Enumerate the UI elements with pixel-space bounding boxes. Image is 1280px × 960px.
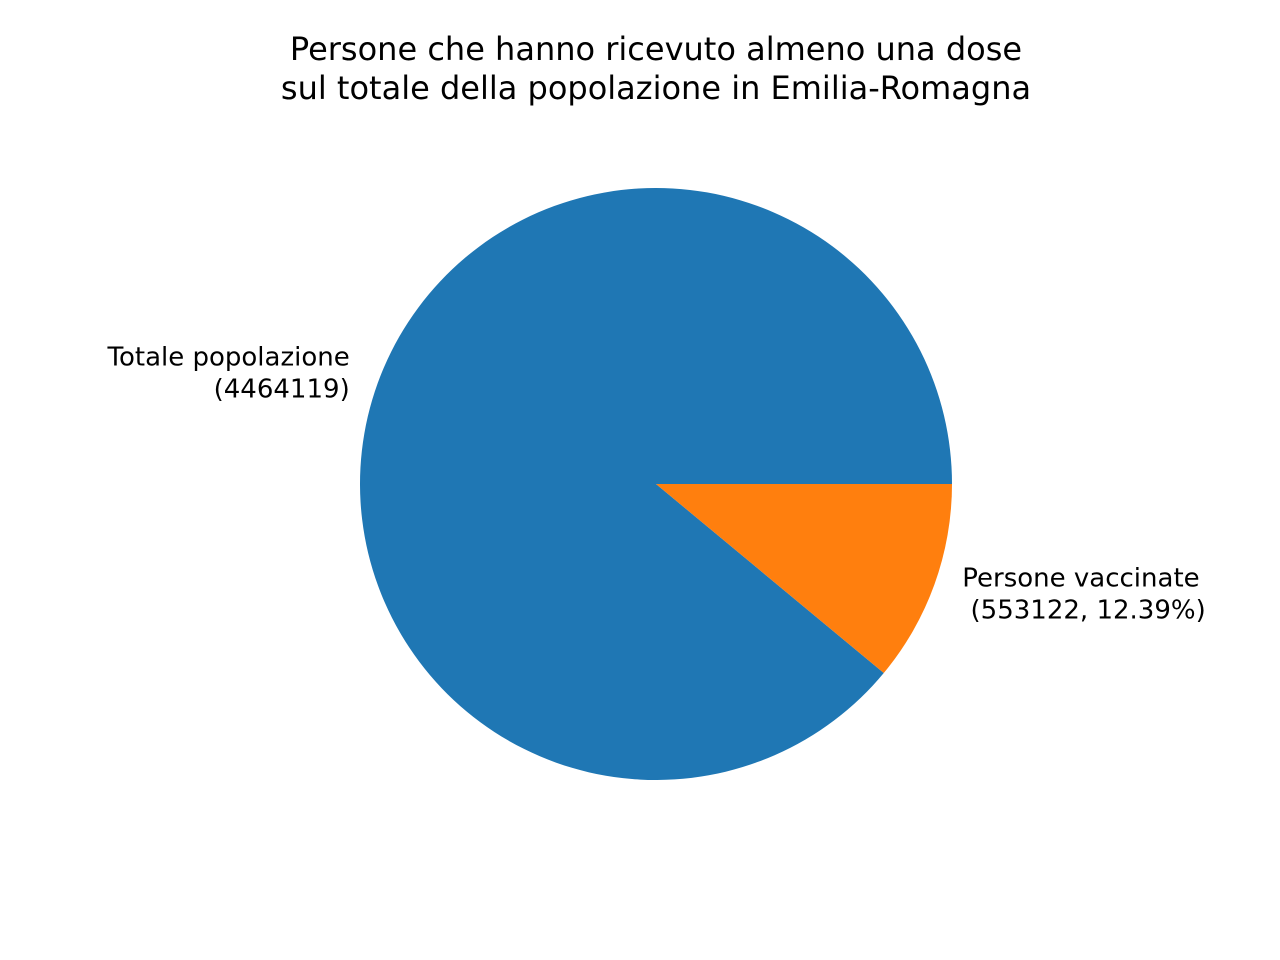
pie-label-vaccinate-line-2: (553122, 12.39%) — [962, 596, 1205, 626]
chart-title-line-2: sul totale della popolazione in Emilia-R… — [281, 69, 1031, 107]
pie-slice-totale — [359, 188, 952, 781]
pie-label-totale-line-2: (4464119) — [214, 374, 350, 404]
pie-label-vaccinate-line-1: Persone vaccinate — [962, 564, 1199, 594]
pie-label-vaccinate: Persone vaccinate (553122, 12.39%) — [962, 564, 1205, 626]
pie-slice-vaccinate — [656, 484, 952, 674]
pie-labels: Totale popolazione (4464119) Persone vacci… — [107, 342, 1206, 625]
pie-label-totale-line-1: Totale popolazione — [107, 342, 350, 372]
pie-label-totale: Totale popolazione (4464119) — [107, 342, 350, 404]
chart-title-line-1: Persone che hanno ricevuto almeno una do… — [290, 30, 1022, 68]
pie-slices — [359, 188, 952, 781]
